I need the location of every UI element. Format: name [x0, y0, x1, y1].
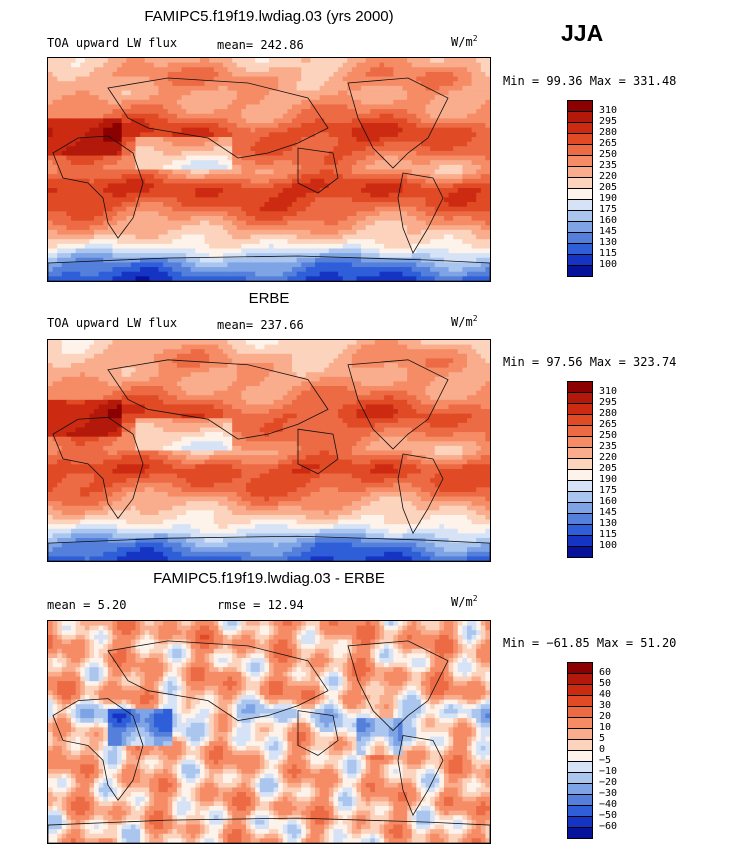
colorbar-tick-label: −20: [599, 777, 618, 788]
colorbar-tick-label: 100: [599, 540, 618, 551]
colorbar-tick-label: 235: [599, 160, 618, 171]
colorbar-tick-label: 250: [599, 430, 618, 441]
colorbar-tick-label: −40: [599, 799, 618, 810]
colorbar-tick-label: 100: [599, 259, 618, 270]
panel-1-units: W/m2: [451, 34, 478, 49]
panel-3-mean-label: mean = 5.20: [47, 598, 127, 612]
panel-2-units: W/m2: [451, 314, 478, 329]
colorbar-tick-label: 60: [599, 667, 612, 678]
colorbar-tick-label: 295: [599, 397, 618, 408]
colorbar-tick-label: 190: [599, 474, 618, 485]
colorbar-tick-label: 160: [599, 496, 618, 507]
colorbar-tick-label: 0: [599, 744, 606, 755]
colorbar-tick-label: 20: [599, 711, 612, 722]
panel-3-minmax: Min = −61.85 Max = 51.20: [503, 636, 677, 650]
colorbar-tick-label: 295: [599, 116, 618, 127]
colorbar-tick-label: 145: [599, 226, 618, 237]
panel-2-colorbar: 310 295 280 265 250 235 220 205 190 175 160 145 130 1…: [567, 381, 637, 558]
colorbar-tick-label: 130: [599, 518, 618, 529]
colorbar-tick-label: 310: [599, 105, 618, 116]
colorbar-tick-label: 115: [599, 529, 618, 540]
colorbar-tick-label: 130: [599, 237, 618, 248]
colorbar-tick-label: 265: [599, 138, 618, 149]
colorbar-tick-label: 10: [599, 722, 612, 733]
colorbar-tick-label: 205: [599, 463, 618, 474]
panel-1-title: FAMIPC5.f19f19.lwdiag.03 (yrs 2000): [144, 8, 394, 25]
panel-1-left-label: TOA upward LW flux: [47, 36, 178, 50]
colorbar-tick-label: −30: [599, 788, 618, 799]
colorbar-tick-label: 205: [599, 182, 618, 193]
colorbar-tick-label: 220: [599, 452, 618, 463]
colorbar-tick-label: 145: [599, 507, 618, 518]
panel-2-mean-label: mean= 237.66: [217, 318, 304, 332]
colorbar-tick-label: 30: [599, 700, 612, 711]
colorbar-swatch: [567, 265, 593, 277]
colorbar-tick-label: 5: [599, 733, 606, 744]
colorbar-tick-label: 235: [599, 441, 618, 452]
panel-2-title: ERBE: [248, 290, 290, 307]
colorbar-tick-label: 220: [599, 171, 618, 182]
colorbar-tick-label: 280: [599, 408, 618, 419]
panel-1-minmax: Min = 99.36 Max = 331.48: [503, 74, 677, 88]
colorbar-tick-label: −60: [599, 821, 618, 832]
panel-3-rmse-label: rmse = 12.94: [217, 598, 304, 612]
panel-1-mean-label: mean= 242.86: [217, 38, 304, 52]
panel-3-colorbar: 60 50 40 30 20 10 5 0 −5 −10 −20 −30 −40 −50 −60: [567, 662, 637, 839]
colorbar-swatch: [567, 827, 593, 839]
colorbar-tick-label: 40: [599, 689, 612, 700]
colorbar-tick-label: 175: [599, 204, 618, 215]
colorbar-tick-label: 50: [599, 678, 612, 689]
colorbar-tick-label: 265: [599, 419, 618, 430]
panel-3-map: [47, 620, 491, 844]
panel-1-colorbar: 310 295 280 265 250 235 220 205 190 175 160 145 130 1…: [567, 100, 637, 277]
colorbar-tick-label: −10: [599, 766, 618, 777]
panel-1-map: [47, 57, 491, 282]
colorbar-tick-label: −50: [599, 810, 618, 821]
colorbar-swatch: [567, 546, 593, 558]
panel-2-map: [47, 339, 491, 562]
panel-3-title: FAMIPC5.f19f19.lwdiag.03 - ERBE: [153, 570, 385, 587]
colorbar-tick-label: 190: [599, 193, 618, 204]
panel-3-units: W/m2: [451, 594, 478, 609]
panel-2-left-label: TOA upward LW flux: [47, 316, 178, 330]
colorbar-tick-label: 160: [599, 215, 618, 226]
colorbar-tick-label: 280: [599, 127, 618, 138]
colorbar-tick-label: 115: [599, 248, 618, 259]
season-label: JJA: [561, 20, 604, 46]
colorbar-tick-label: 175: [599, 485, 618, 496]
colorbar-tick-label: −5: [599, 755, 612, 766]
colorbar-tick-label: 250: [599, 149, 618, 160]
panel-2-minmax: Min = 97.56 Max = 323.74: [503, 355, 677, 369]
colorbar-tick-label: 310: [599, 386, 618, 397]
